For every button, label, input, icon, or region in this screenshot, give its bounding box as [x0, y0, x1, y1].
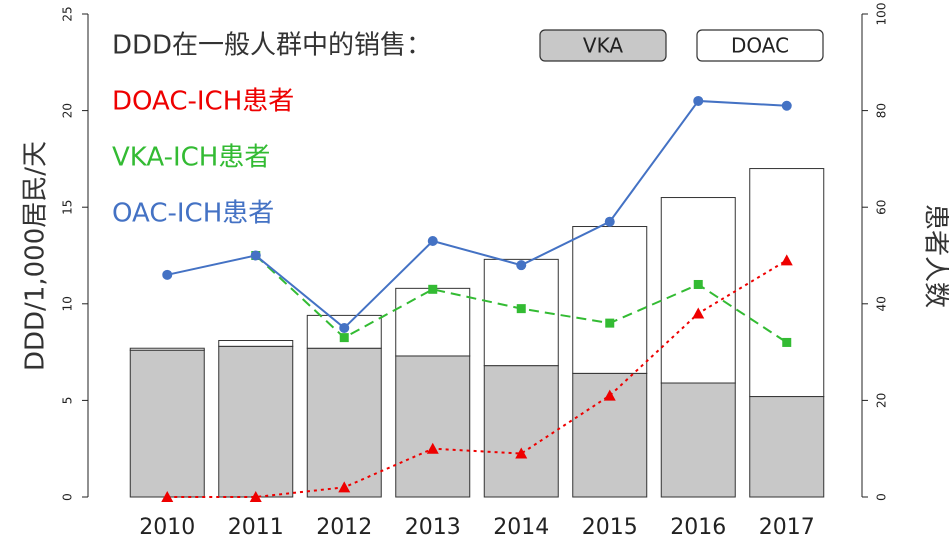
series-label: DOAC-ICH患者 — [112, 87, 294, 117]
x-tick-label: 2017 — [759, 515, 815, 540]
point — [428, 285, 437, 294]
legend-label: VKA — [583, 34, 623, 58]
y-tick-label: 5 — [61, 397, 75, 405]
point — [340, 333, 349, 342]
x-tick-label: 2012 — [316, 515, 372, 540]
chart-title: DDD在一般人群中的销售： — [112, 31, 432, 61]
x-tick-label: 2010 — [139, 515, 195, 540]
point — [516, 260, 526, 270]
bar — [130, 348, 204, 350]
point — [517, 304, 526, 313]
x-tick-label: 2016 — [670, 515, 726, 540]
y-tick-label: 15 — [61, 200, 75, 215]
bar — [750, 169, 824, 397]
y2-tick-label: 60 — [875, 200, 889, 215]
point — [694, 280, 703, 289]
point — [605, 319, 614, 328]
y2-tick-label: 80 — [875, 103, 889, 118]
bar — [750, 397, 824, 497]
x-tick-label: 2014 — [493, 515, 549, 540]
bar — [396, 288, 470, 356]
bar — [219, 346, 293, 497]
y-tick-label: 0 — [61, 493, 75, 501]
point — [693, 96, 703, 106]
point — [251, 251, 261, 261]
x-tick-label: 2011 — [228, 515, 284, 540]
bar — [219, 341, 293, 347]
y-tick-label: 10 — [61, 296, 75, 311]
bar — [661, 198, 735, 383]
point — [605, 217, 615, 227]
y-axis-label: DDD/1,000居民/天 — [21, 141, 51, 371]
point — [782, 101, 792, 111]
series-label: VKA-ICH患者 — [112, 143, 270, 173]
x-tick-label: 2013 — [405, 515, 461, 540]
bar — [661, 383, 735, 497]
bar — [307, 348, 381, 497]
point — [428, 236, 438, 246]
y2-tick-label: 0 — [875, 493, 889, 501]
series-label: OAC-ICH患者 — [112, 199, 274, 229]
y2-tick-label: 40 — [875, 296, 889, 311]
bar — [484, 366, 558, 497]
point — [782, 338, 791, 347]
x-tick-label: 2015 — [582, 515, 638, 540]
y2-tick-label: 20 — [875, 393, 889, 408]
point — [339, 323, 349, 333]
bar — [396, 356, 470, 497]
y-tick-label: 25 — [61, 6, 75, 21]
y2-tick-label: 100 — [875, 3, 889, 26]
bar — [573, 227, 647, 374]
y2-axis-label: 患者人数 — [921, 204, 949, 308]
point — [162, 270, 172, 280]
legend-label: DOAC — [731, 34, 789, 58]
y-tick-label: 20 — [61, 103, 75, 118]
bar — [130, 350, 204, 497]
